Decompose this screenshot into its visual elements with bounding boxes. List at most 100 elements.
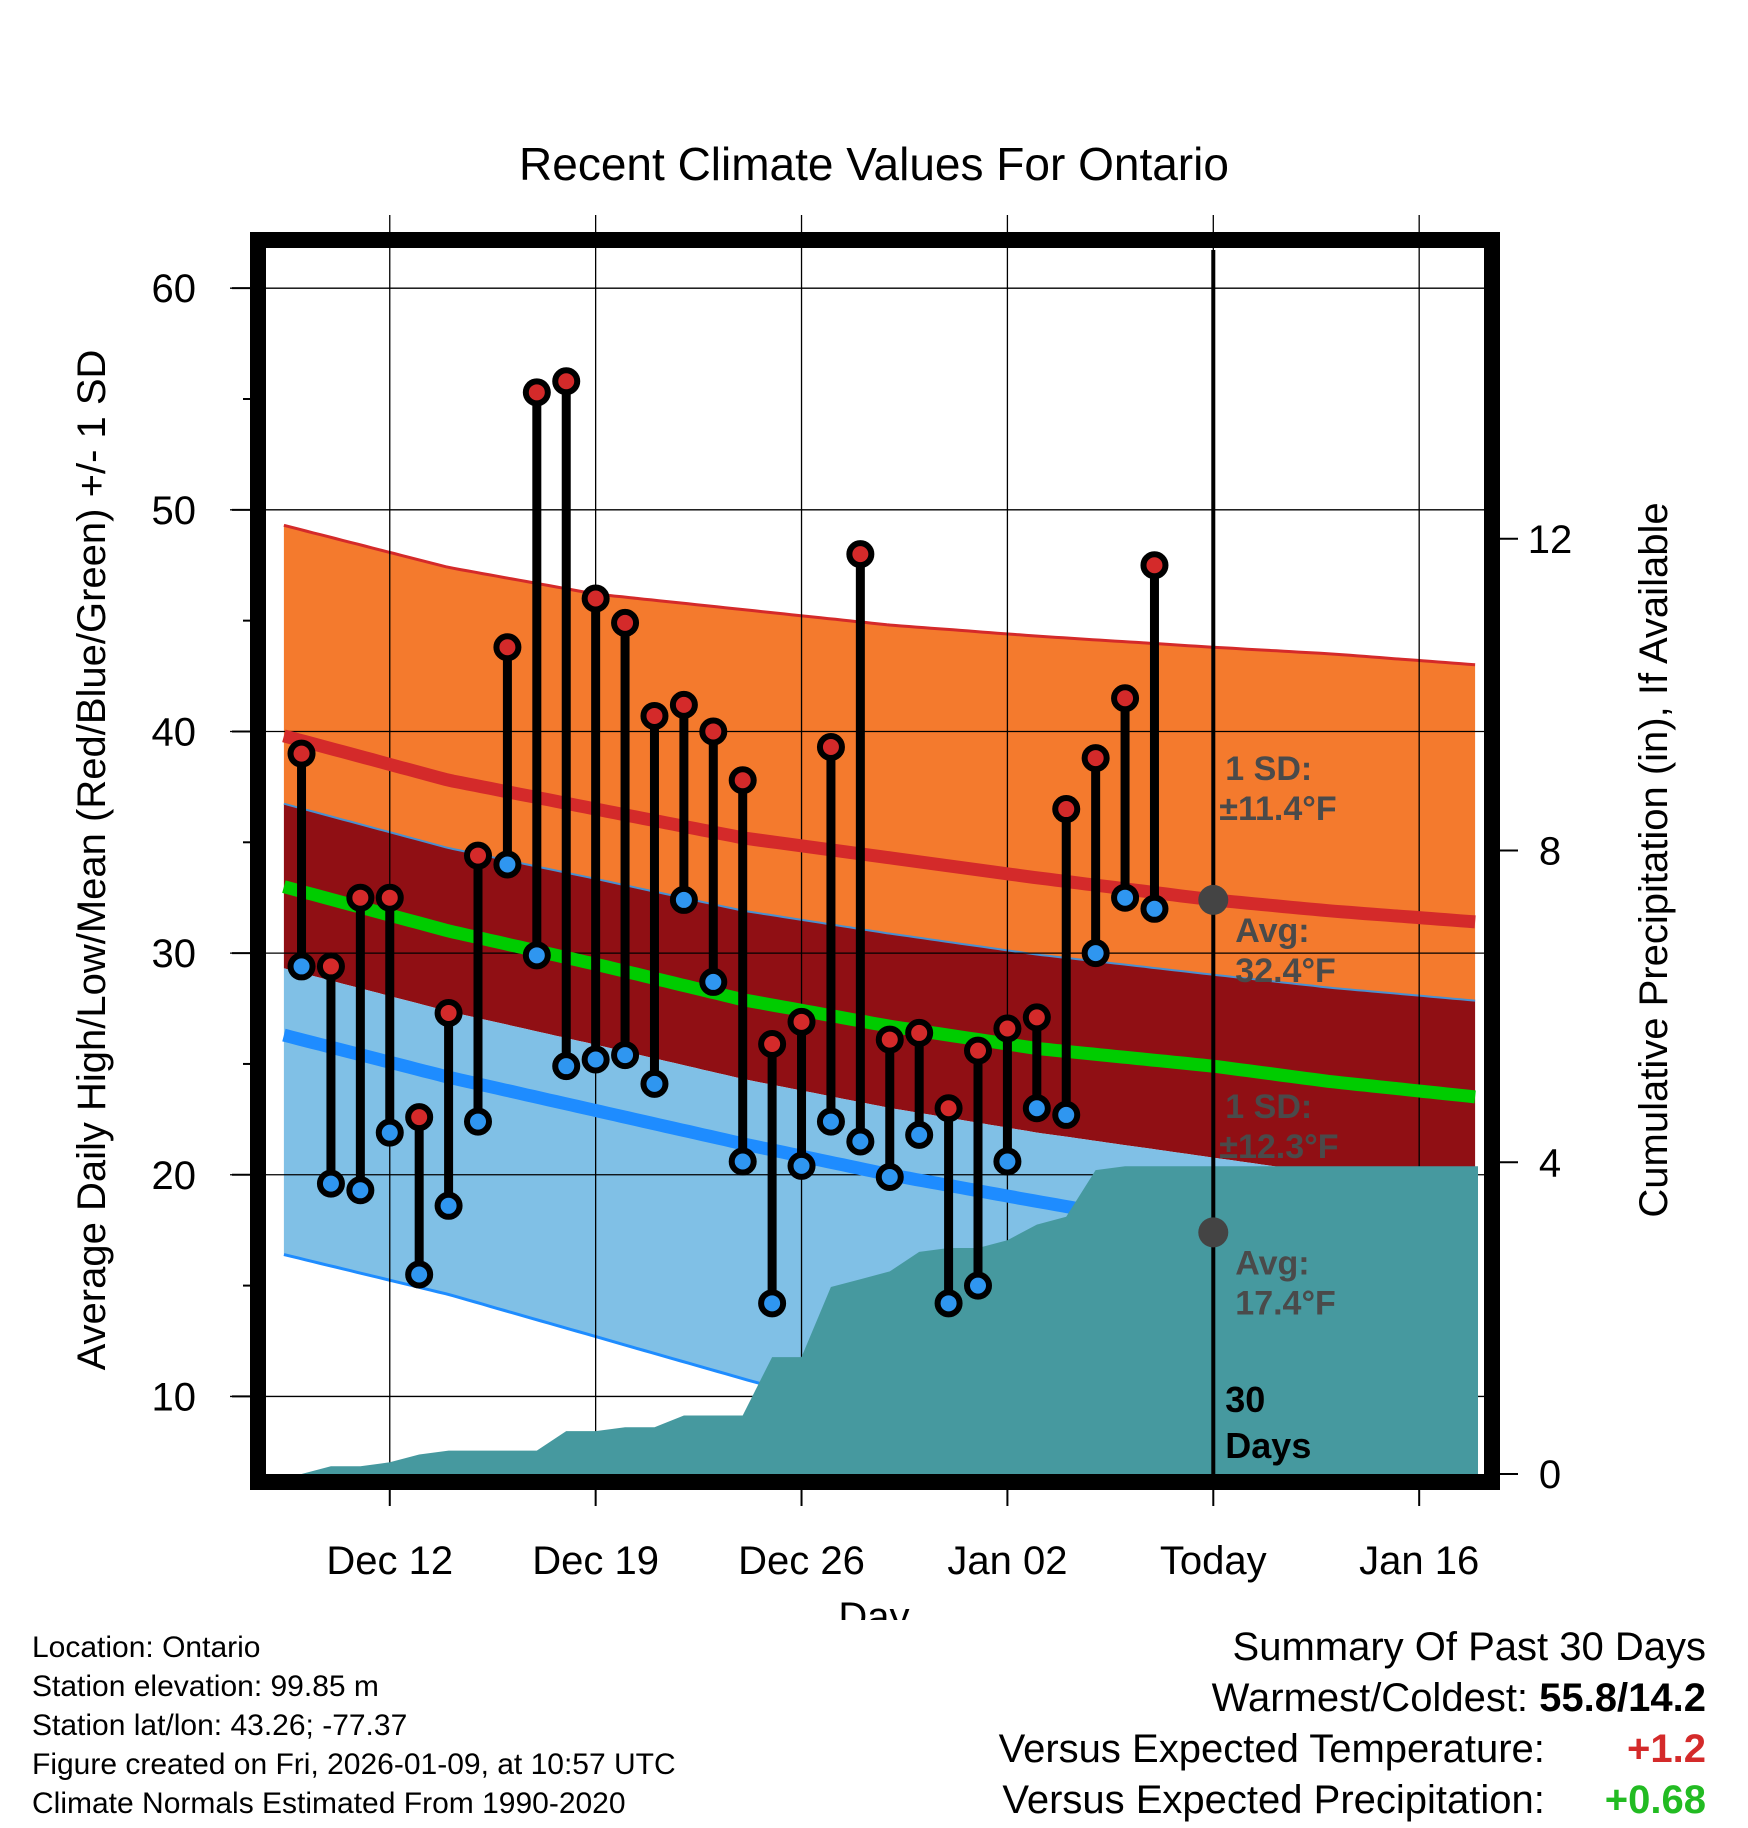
high-point [875,1025,904,1054]
mean-sd-band [283,803,1476,1191]
high-point [316,952,345,981]
sd-value-1: ±12.3°F [1219,1128,1338,1166]
avg-label-1: Avg: [1235,1244,1309,1282]
location-text: Location: Ontario [32,1631,261,1664]
summary-temp: Versus Expected Temperature: +1.2 [999,1724,1706,1775]
high-point [993,1014,1022,1043]
avg-marker-1 [1198,1217,1229,1248]
y-tick-label: 60 [152,267,197,311]
low-point [699,967,728,996]
low-point [1052,1100,1081,1129]
high-point [905,1018,934,1047]
y-tick-label: 20 [152,1154,197,1198]
low-point [816,1107,845,1136]
low-point [434,1191,463,1220]
high-point [846,540,875,569]
x-tick-label: Dec 26 [738,1539,865,1583]
high-point [522,378,551,407]
plot-frame [250,232,1500,1490]
low-point [846,1127,875,1156]
high-sd-band-upper [283,525,1476,922]
low-point [787,1151,816,1180]
x-tick-label: Jan 16 [1359,1539,1479,1583]
high-upper-edge [283,523,1476,667]
high-point [405,1103,434,1132]
low-point [669,885,698,914]
y-tick-label: 10 [152,1375,197,1419]
high-point [346,883,375,912]
high-point [728,766,757,795]
low-point [640,1069,669,1098]
high-point [287,739,316,768]
y2-tick-label: 8 [1539,830,1561,874]
avg-value-1: 17.4°F [1235,1284,1336,1322]
high-sd-band-lower [283,735,1476,1001]
low-point [1022,1094,1051,1123]
high-point [1052,795,1081,824]
precip-area [301,1166,1478,1474]
y-tick-label: 40 [152,710,197,754]
low-point [405,1260,434,1289]
low-point [993,1147,1022,1176]
high-point [669,690,698,719]
normal-high-line [282,729,1476,929]
created-text: Figure created on Fri, 2026-01-09, at 10… [32,1748,676,1781]
low-point [316,1169,345,1198]
precip-label: Versus Expected Precipitation: [1002,1778,1545,1822]
y-axis-label: Average Daily High/Low/Mean (Red/Blue/Gr… [70,350,114,1371]
x-tick-label: Today [1160,1539,1267,1583]
low-point [493,850,522,879]
sd-label-0: 1 SD: [1225,750,1312,788]
summary-title: Summary Of Past 30 Days [1232,1625,1706,1669]
low-point [375,1118,404,1147]
temp-value: +1.2 [1627,1727,1706,1771]
high-point [758,1029,787,1058]
summary-warmest-coldest: Warmest/Coldest: 55.8/14.2 [999,1673,1706,1724]
low-point [728,1147,757,1176]
y2-tick-label: 0 [1539,1453,1561,1497]
low-point [464,1107,492,1136]
y2-tick-label: 4 [1539,1141,1561,1185]
high-point [493,633,522,662]
summary-precip: Versus Expected Precipitation: +0.68 [999,1775,1706,1826]
station-metadata: Location: Ontario Station elevation: 99.… [32,1628,676,1823]
normals-text: Climate Normals Estimated From 1990-2020 [32,1787,626,1820]
low-point [905,1120,934,1149]
high-point [699,717,728,746]
temp-label: Versus Expected Temperature: [998,1727,1545,1771]
y2-axis-label: Cumulative Precipitation (in), If Availa… [1632,502,1676,1217]
high-point [1140,551,1169,580]
summary-panel: Summary Of Past 30 Days Warmest/Coldest:… [999,1622,1706,1826]
high-point [1081,744,1110,773]
high-point [434,998,463,1027]
latlon-text: Station lat/lon: 43.26; -77.37 [32,1709,408,1742]
low-point [1111,883,1140,912]
x-axis-label: Day [838,1595,909,1620]
high-point [581,584,610,613]
low-point [346,1176,375,1205]
avg-marker-0 [1198,884,1229,915]
sd-value-0: ±11.4°F [1219,790,1336,828]
high-point [1022,1003,1051,1032]
high-point [1111,684,1140,713]
low-point [611,1041,640,1070]
avg-label-0: Avg: [1235,912,1309,950]
y-tick-label: 50 [152,489,197,533]
high-point [934,1094,963,1123]
high-point [640,701,669,730]
avg-value-0: 32.4°F [1235,952,1336,990]
low-point [1081,939,1110,968]
days-annotation-0: 30 [1225,1379,1265,1420]
low-point [875,1162,904,1191]
low-point [522,941,551,970]
low-point [552,1052,581,1081]
x-tick-label: Dec 19 [532,1539,659,1583]
chart-title: Recent Climate Values For Ontario [519,138,1229,190]
y2-tick-label: 12 [1528,518,1573,562]
low-point [581,1045,610,1074]
x-tick-label: Jan 02 [947,1539,1067,1583]
high-point [375,883,404,912]
warmest-coldest-value: 55.8/14.2 [1539,1676,1706,1720]
high-point [816,732,845,761]
low-point [934,1289,963,1318]
